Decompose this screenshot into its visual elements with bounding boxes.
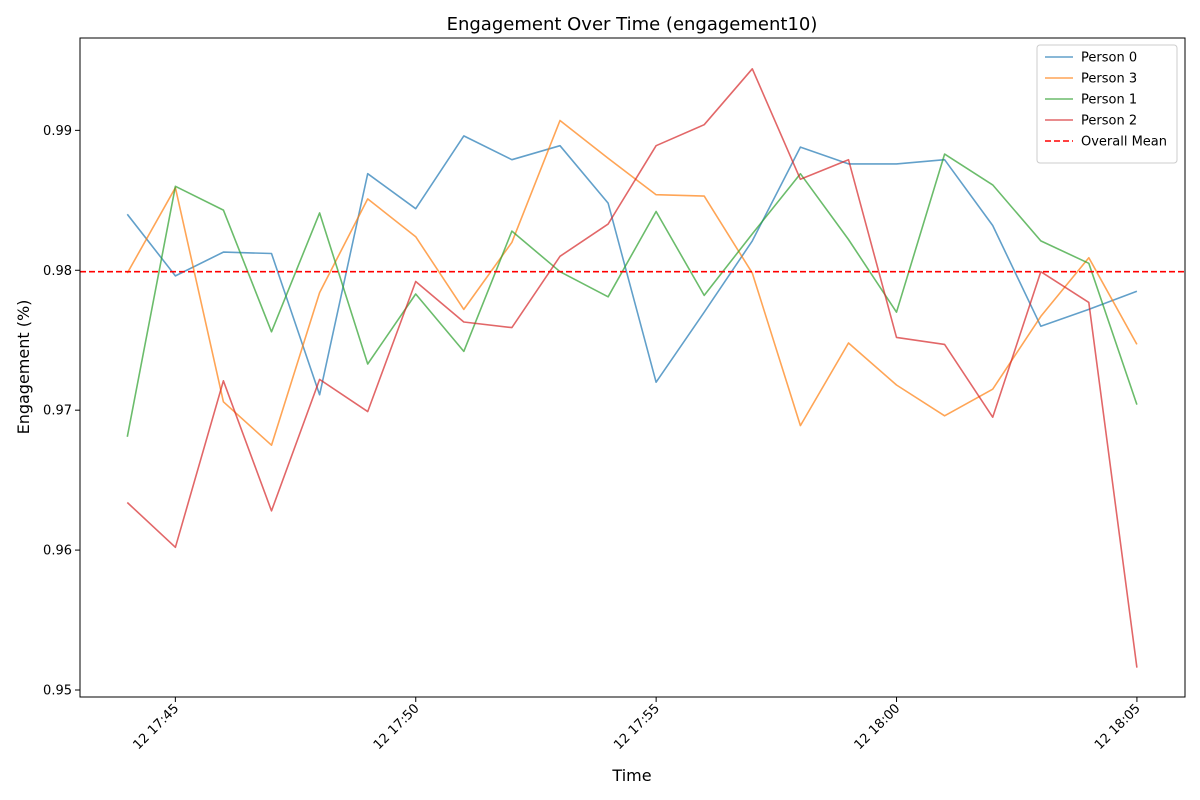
legend-entry: Person 2	[1081, 114, 1137, 129]
series-line-person-0	[126, 135, 1138, 396]
y-tick-label: 0.96	[43, 544, 72, 559]
legend: Person 0 Person 3 Person 1 Person 2 Overall …	[1036, 44, 1178, 164]
legend-box	[1036, 44, 1178, 164]
x-tick-label: 12 18:05	[1092, 701, 1144, 753]
x-tick-label: 12 17:55	[611, 701, 663, 753]
x-tick-label: 12 17:50	[371, 701, 423, 753]
chart-title: Engagement Over Time (engagement10)	[447, 14, 818, 35]
y-axis: 0.95 0.96 0.97 0.98 0.99	[43, 124, 80, 699]
legend-entry: Overall Mean	[1081, 135, 1167, 150]
legend-entry: Person 1	[1081, 93, 1137, 108]
x-axis: 12 17:45 12 17:50 12 17:55 12 18:00 12 18:05	[130, 697, 1144, 753]
plot-frame	[79, 37, 1186, 698]
series-line-person-3	[126, 119, 1138, 447]
legend-entry: Person 0	[1081, 51, 1137, 66]
y-tick-label: 0.99	[43, 124, 72, 139]
y-axis-title: Engagement (%)	[14, 300, 33, 435]
y-tick-label: 0.97	[43, 404, 72, 419]
y-tick-label: 0.95	[43, 684, 72, 699]
plot-area	[80, 68, 1185, 668]
x-tick-label: 12 17:45	[130, 701, 182, 753]
x-axis-title: Time	[611, 766, 651, 785]
y-tick-label: 0.98	[43, 264, 72, 279]
series-line-person-1	[126, 153, 1138, 437]
series-line-person-2	[126, 68, 1138, 668]
legend-entry: Person 3	[1081, 72, 1137, 87]
x-tick-label: 12 18:00	[852, 701, 904, 753]
